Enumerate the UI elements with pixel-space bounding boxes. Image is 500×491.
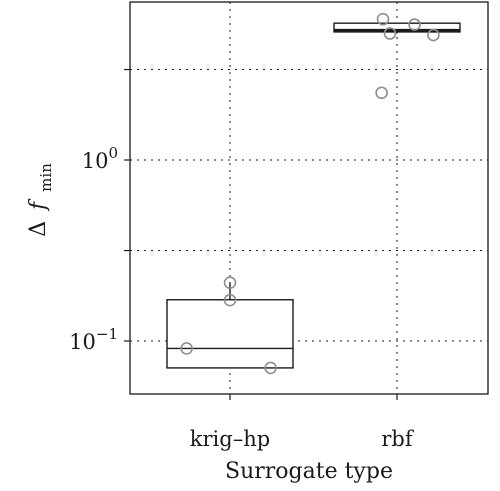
data-point (376, 12, 390, 26)
data-point (375, 86, 388, 100)
y-tick-label-exponent: −1 (96, 325, 118, 343)
box-1 (333, 22, 461, 34)
x-ticks-layer: krig–hp rbf (190, 394, 415, 451)
data-point (264, 361, 277, 375)
box-body (166, 299, 294, 369)
box-body (333, 22, 461, 33)
y-tick-label-base: 10 (69, 330, 96, 354)
x-tick-label: krig–hp (190, 427, 270, 451)
data-point (408, 18, 421, 31)
plot-frame (129, 1, 489, 395)
data-point (223, 293, 237, 307)
points-layer (180, 12, 440, 375)
y-axis-title-delta: Δ (26, 221, 51, 237)
y-axis-title-f: f (26, 198, 51, 212)
x-tick-label: rbf (381, 427, 414, 451)
grid-layer (130, 2, 488, 394)
y-axis-title: Δ f min (26, 163, 55, 237)
data-point (223, 276, 237, 289)
y-axis-title-subscript: min (37, 163, 55, 192)
y-tick-label-exponent: 0 (108, 144, 118, 162)
y-tick-label-base: 10 (82, 149, 109, 173)
boxes-layer (166, 22, 461, 369)
data-point (180, 342, 193, 355)
x-axis-title: Surrogate type (225, 459, 393, 484)
data-point (427, 28, 440, 42)
box-0 (166, 282, 294, 369)
y-tick-label: 100 (82, 144, 118, 173)
y-tick-label: 10−1 (69, 325, 118, 354)
data-point (383, 27, 397, 40)
